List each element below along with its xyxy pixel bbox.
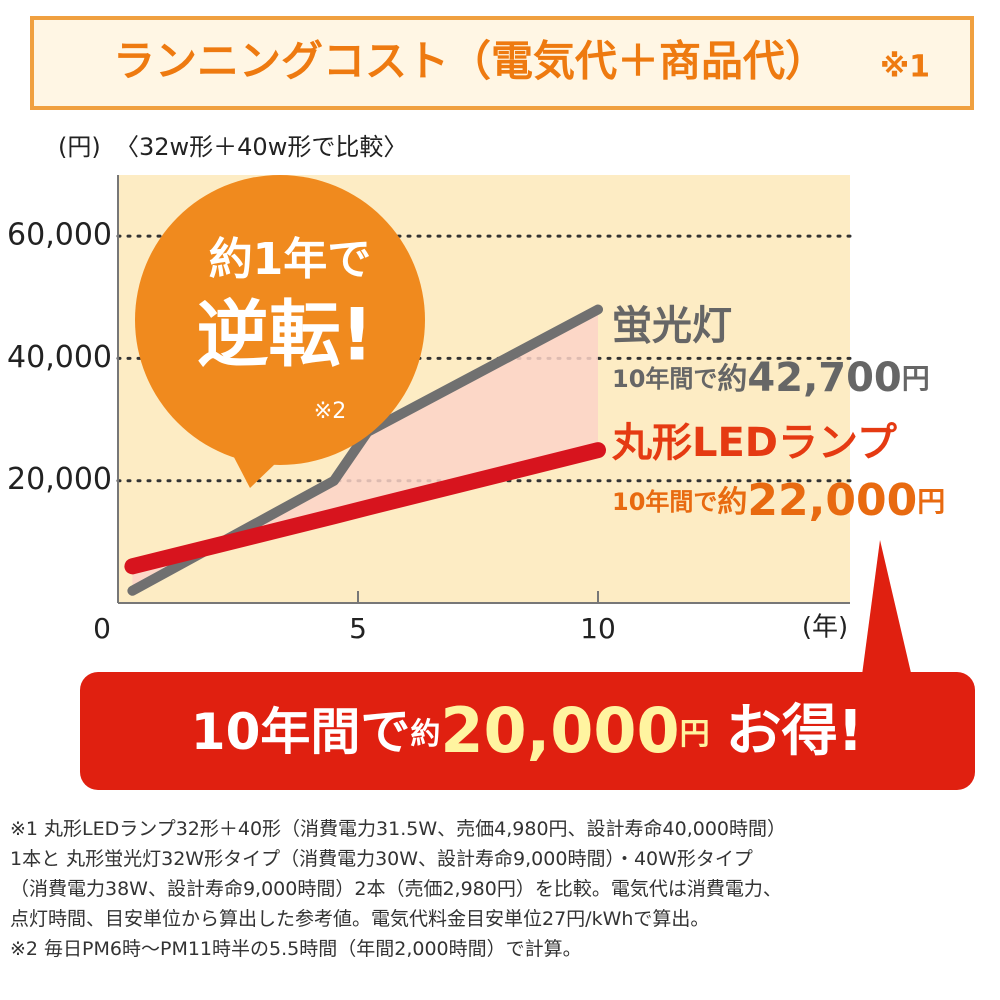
total-approx: 約 bbox=[717, 485, 747, 520]
footnote-line: ※2 毎日PM6時～PM11時半の5.5時間（年間2,000時間）で計算。 bbox=[10, 938, 582, 960]
banner-suffix: お得! bbox=[726, 699, 864, 764]
banner-text: 10年間で約20,000円 お得! bbox=[191, 694, 863, 767]
total-amount: 42,700 bbox=[747, 355, 901, 401]
x-tick-label: 10 bbox=[580, 612, 616, 645]
banner-pointer bbox=[860, 540, 915, 690]
total-prefix: 10年間で bbox=[612, 365, 717, 393]
callout: 約1年で 逆転! ※2 bbox=[135, 175, 425, 488]
banner-prefix: 10年間で bbox=[191, 703, 411, 761]
total-prefix: 10年間で bbox=[612, 488, 717, 516]
footnote-line: ※1 丸形LEDランプ32形＋40形（消費電力31.5W、売価4,980円、設計… bbox=[10, 818, 787, 840]
banner-box bbox=[80, 672, 975, 790]
total-unit: 円 bbox=[917, 485, 945, 518]
series-line bbox=[124, 442, 606, 575]
banner: 10年間で約20,000円 お得! bbox=[80, 540, 975, 790]
chart: ランニングコスト（電気代＋商品代） ※1 (円) 〈32w形＋40w形で比較〉 … bbox=[7, 16, 975, 790]
savings-area bbox=[132, 309, 598, 591]
y-tick-label: 60,000 bbox=[7, 218, 112, 253]
y-axis-label: (円) bbox=[58, 133, 101, 161]
title-note: ※1 bbox=[880, 50, 930, 85]
y-tick-label: 20,000 bbox=[7, 462, 112, 497]
series-total: 10年間で約22,000円 bbox=[612, 475, 945, 526]
banner-amount: 20,000 bbox=[440, 694, 679, 767]
total-amount: 22,000 bbox=[747, 475, 917, 526]
total-approx: 約 bbox=[717, 362, 747, 397]
footnote-line: 点灯時間、目安単位から算出した参考値。電気代料金目安単位27円/kWhで算出。 bbox=[10, 908, 710, 930]
series-label: 丸形LEDランプ bbox=[611, 420, 897, 466]
total-unit: 円 bbox=[902, 362, 930, 395]
series-total: 10年間で約42,700円 bbox=[612, 355, 930, 401]
callout-text: 約1年で bbox=[209, 234, 372, 285]
x-tick-label: 5 bbox=[349, 612, 367, 645]
series-label: 蛍光灯 bbox=[612, 303, 732, 349]
x-tick-label: 0 bbox=[93, 612, 111, 645]
subtitle: 〈32w形＋40w形で比較〉 bbox=[115, 133, 407, 161]
x-axis-label: (年) bbox=[802, 613, 848, 643]
banner-unit: 円 bbox=[680, 717, 710, 752]
callout-note: ※2 bbox=[314, 399, 346, 424]
y-tick-label: 40,000 bbox=[7, 340, 112, 375]
title-box bbox=[30, 16, 974, 110]
chart-title: ランニングコスト（電気代＋商品代） bbox=[113, 37, 827, 86]
footnote-line: 1本と 丸形蛍光灯32W形タイプ（消費電力30W、設計寿命9,000時間）・40… bbox=[10, 848, 753, 870]
banner-approx: 約 bbox=[410, 717, 440, 752]
footnote-line: （消費電力38W、設計寿命9,000時間）2本（売価2,980円）を比較。電気代… bbox=[10, 878, 782, 900]
callout-bubble bbox=[135, 175, 425, 465]
callout-text: 逆転! bbox=[197, 293, 374, 377]
